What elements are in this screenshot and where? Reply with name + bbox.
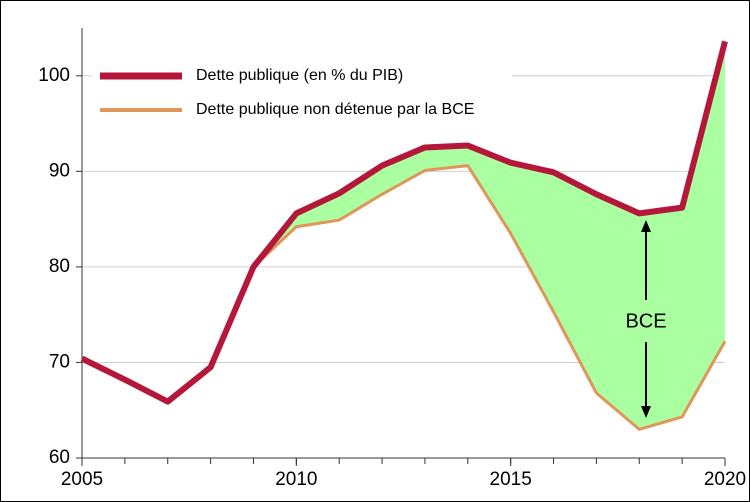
- y-tick-label: 60: [49, 447, 70, 468]
- y-tick-label: 80: [49, 256, 70, 277]
- x-tick-label: 2005: [61, 469, 103, 490]
- gap-area: [82, 41, 725, 430]
- y-tick-label: 90: [49, 160, 70, 181]
- legend-box: [92, 60, 512, 126]
- x-tick-label: 2020: [704, 469, 746, 490]
- y-tick-label: 70: [49, 351, 70, 372]
- arrow-head: [641, 406, 651, 418]
- legend-label: Dette publique non détenue par la BCE: [196, 101, 474, 118]
- series-line: [80, 40, 728, 405]
- y-tick-label: 100: [38, 65, 70, 86]
- x-tick-label: 2015: [490, 469, 532, 490]
- legend-label: Dette publique (en % du PIB): [196, 67, 403, 84]
- arrow-head: [641, 220, 651, 232]
- annotation: BCE: [625, 310, 666, 332]
- x-tick-label: 2010: [275, 469, 317, 490]
